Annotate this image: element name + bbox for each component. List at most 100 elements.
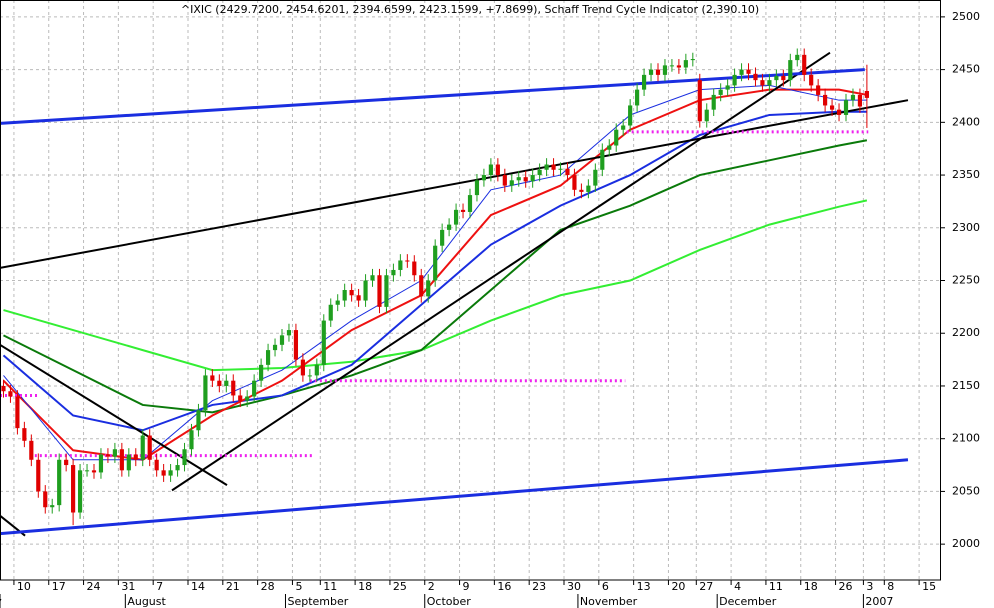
candle-body	[795, 54, 800, 61]
candle-body	[84, 470, 90, 472]
x-tick-label: 23	[532, 580, 546, 593]
x-tick-label: 27	[699, 580, 713, 593]
candle-body	[732, 74, 737, 86]
candle-body	[363, 280, 368, 301]
candle-body	[843, 100, 849, 115]
x-tick-label: 21	[226, 580, 240, 593]
y-tick-label: 2450	[952, 63, 980, 76]
y-tick-label: 2350	[952, 168, 980, 181]
candle-body	[816, 85, 821, 95]
x-tick-label: 17	[52, 580, 66, 593]
candle-body	[29, 440, 34, 460]
month-label: 2007	[865, 595, 893, 608]
candle-body	[565, 168, 570, 176]
candle-body	[781, 75, 786, 81]
candle-body	[112, 449, 117, 457]
x-tick-label: 7	[156, 580, 163, 593]
candle-body	[175, 465, 180, 471]
candle-body	[154, 459, 159, 471]
x-tick-label: 25	[393, 580, 407, 593]
candle-body	[238, 395, 243, 401]
candle-body	[460, 209, 466, 212]
x-tick-label: 2	[428, 580, 435, 593]
candle-body	[279, 335, 285, 345]
candle-body	[641, 74, 647, 90]
candle-body	[196, 410, 201, 431]
overlay-line	[2, 88, 868, 461]
y-tick-label: 2400	[952, 115, 980, 128]
x-tick-label: 30	[567, 580, 581, 593]
y-tick-label: 2250	[952, 274, 980, 287]
candle-body	[864, 90, 869, 98]
candle-body	[133, 454, 138, 460]
overlay-lines	[0, 51, 909, 537]
overlay-line	[3, 199, 868, 372]
candles	[1, 48, 869, 526]
x-tick-label: 11	[323, 580, 337, 593]
candle-body	[495, 164, 500, 176]
x-tick-label: 31	[121, 580, 135, 593]
candle-body	[440, 229, 445, 246]
overlay-line	[0, 343, 228, 486]
candle-body	[551, 164, 556, 170]
x-tick-label: 13	[637, 580, 651, 593]
overlay-line	[3, 139, 868, 414]
candle-body	[43, 491, 48, 508]
candle-body	[64, 459, 69, 466]
candle-body	[224, 380, 229, 386]
candle-body	[593, 169, 598, 186]
chart-title: ^IXIC (2429.7200, 2454.6201, 2394.6599, …	[181, 3, 759, 16]
overlay-line	[3, 84, 867, 461]
candle-body	[189, 430, 194, 450]
candle-body	[746, 69, 751, 74]
candle-body	[850, 94, 856, 101]
candle-body	[537, 169, 542, 176]
x-tick-label: 5	[295, 580, 302, 593]
candle-body	[662, 65, 668, 75]
candle-body	[370, 275, 375, 281]
candle-body	[718, 89, 723, 95]
candle-body	[147, 435, 152, 460]
x-tick-label: 18	[358, 580, 372, 593]
candle-body	[377, 275, 382, 307]
candle-body	[802, 54, 807, 75]
candle-body	[307, 375, 312, 377]
x-tick-label: 15	[922, 580, 936, 593]
candle-body	[22, 428, 27, 441]
candle-body	[474, 180, 480, 196]
candle-body	[683, 60, 688, 68]
candle-body	[1, 385, 6, 392]
candle-body	[259, 364, 264, 381]
candle-body	[635, 89, 640, 106]
candle-body	[857, 94, 863, 107]
x-tick-label: 28	[261, 580, 275, 593]
candle-body	[119, 449, 124, 471]
candle-body	[767, 80, 772, 86]
x-tick-label: 20	[671, 580, 685, 593]
x-tick-label: 24	[87, 580, 101, 593]
x-tick-label: 4	[734, 580, 741, 593]
candle-body	[648, 69, 654, 75]
candle-body	[676, 65, 681, 68]
x-tick-label: 14	[191, 580, 205, 593]
candle-body	[105, 454, 111, 457]
candle-body	[711, 94, 716, 110]
candle-body	[405, 260, 410, 262]
candle-body	[391, 269, 396, 276]
y-tick-label: 2000	[952, 537, 980, 550]
candle-body	[126, 454, 131, 471]
candle-body	[203, 375, 208, 411]
candle-body	[760, 80, 765, 86]
overlay-line	[2, 110, 867, 432]
x-tick-label: 11	[769, 580, 783, 593]
candle-body	[335, 300, 340, 305]
axes: 2000 2050 2100 2150 2200 2250 2300 2350 2400 2450…	[0, 10, 980, 608]
candle-body	[293, 330, 299, 360]
candle-body	[572, 175, 577, 190]
candle-body	[516, 177, 521, 181]
candle-body	[140, 435, 145, 460]
x-tick-label: 16	[497, 580, 511, 593]
candle-body	[447, 224, 452, 230]
candle-body	[349, 290, 354, 296]
